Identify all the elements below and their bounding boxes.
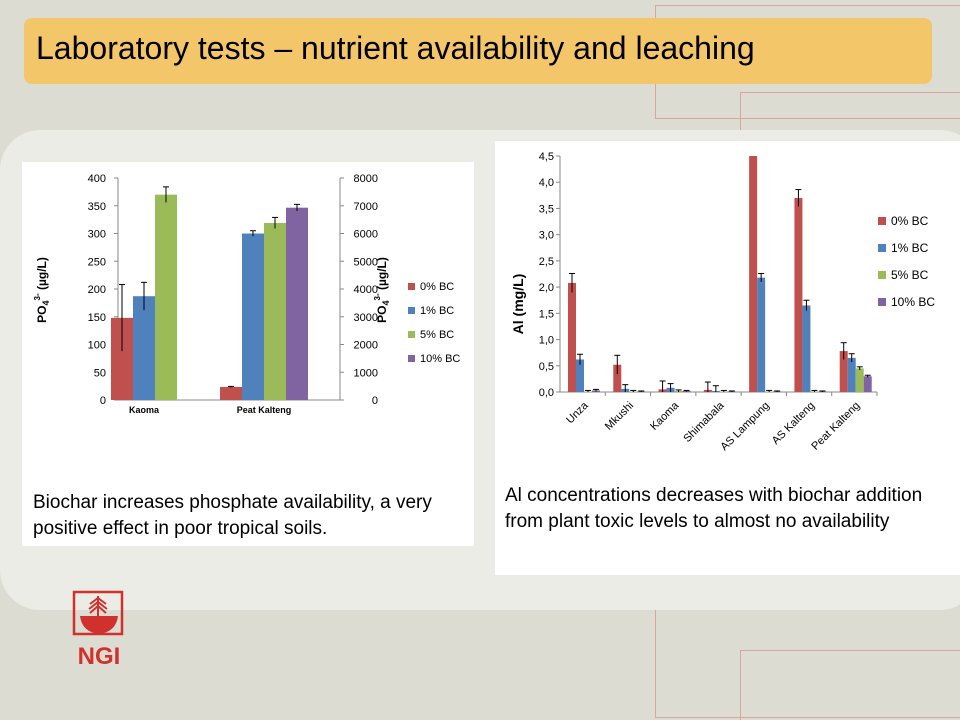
x-tick-label: Peat Kalteng: [237, 405, 292, 415]
x-tick-label: AS Kalteng: [770, 400, 817, 447]
bar: [749, 156, 758, 392]
y-tick-label: 2,0: [539, 282, 554, 294]
legend-label: 1% BC: [420, 305, 454, 317]
bar: [264, 222, 286, 400]
legend-swatch: [408, 307, 415, 314]
y-tick-label: 1,0: [539, 335, 554, 347]
x-tick-label: Kaoma: [648, 399, 682, 433]
legend-swatch: [878, 244, 886, 252]
right-tick-label: 0: [372, 395, 378, 407]
y-tick-label: 3,0: [539, 230, 554, 242]
logo-text: NGI: [78, 643, 121, 668]
x-tick-label: AS Lampung: [718, 400, 771, 453]
x-tick-label: Unza: [564, 399, 591, 426]
y-tick-label: 1,5: [539, 308, 554, 320]
bar: [576, 359, 584, 392]
right-tick-label: 3000: [354, 312, 378, 324]
bar: [220, 386, 242, 400]
bar: [133, 296, 155, 400]
right-tick-label: 6000: [354, 229, 378, 241]
legend-label: 0% BC: [420, 281, 454, 293]
decorative-frame-bottom-inner: [740, 650, 960, 720]
right-tick-label: 1000: [354, 367, 378, 379]
left-tick-label: 0: [100, 395, 106, 407]
bar: [794, 197, 803, 392]
bar: [568, 282, 576, 392]
bar: [111, 317, 133, 400]
legend-label: 1% BC: [891, 241, 929, 255]
left-tick-label: 400: [88, 173, 106, 185]
left-tick-label: 150: [88, 312, 106, 324]
left-tick-label: 300: [88, 229, 106, 241]
y-tick-label: 0,0: [539, 387, 554, 399]
aluminium-panel: 0,0 0,5 1,0 1,5 2,0 2,5 3,0 3,5 4,0 4,5 Al (mg/L) U…: [495, 141, 960, 575]
bar: [839, 351, 848, 392]
legend-swatch: [878, 298, 886, 306]
bar: [155, 194, 177, 400]
phosphate-caption: Biochar increases phosphate availability…: [33, 492, 432, 539]
x-tick-label: Peat Kalteng: [809, 400, 862, 453]
left-tick-label: 200: [88, 284, 106, 296]
y-tick-label: 2,5: [539, 256, 554, 268]
phosphate-panel: 0 50 100 150 200 250 300 350 400 0 1000 2000 3000 400…: [22, 162, 474, 546]
title-bar: Laboratory tests – nutrient availability…: [24, 18, 932, 84]
legend-swatch: [408, 331, 415, 338]
legend-label: 10% BC: [891, 295, 935, 309]
x-tick-label: Mkushi: [603, 400, 636, 433]
phosphate-chart: 0501001502002503003504000100020003000400…: [33, 173, 460, 415]
legend-swatch: [878, 271, 886, 279]
y-tick-label: 0,5: [539, 361, 554, 373]
bar: [613, 364, 622, 392]
legend-swatch: [408, 283, 415, 290]
bar: [855, 368, 864, 392]
bar: [286, 207, 308, 400]
bar: [242, 233, 264, 400]
left-tick-label: 250: [88, 256, 106, 268]
right-tick-label: 4000: [354, 284, 378, 296]
right-tick-label: 7000: [354, 201, 378, 213]
legend-swatch: [878, 217, 886, 225]
legend-label: 5% BC: [891, 268, 929, 282]
ngi-logo: NGI: [72, 590, 124, 668]
x-tick-label: Kaoma: [129, 405, 160, 415]
left-tick-label: 50: [94, 367, 106, 379]
legend-label: 0% BC: [891, 214, 929, 228]
left-tick-label: 100: [88, 340, 106, 352]
y-axis-title: Al (mg/L): [510, 274, 526, 335]
right-y-axis-title: PO43- (µg/L): [373, 257, 391, 323]
right-tick-label: 8000: [354, 173, 378, 185]
aluminium-caption: Al concentrations decreases with biochar…: [505, 485, 923, 532]
legend-label: 10% BC: [420, 353, 460, 365]
right-tick-label: 2000: [354, 340, 378, 352]
slide-title: Laboratory tests – nutrient availability…: [36, 30, 755, 66]
bar: [757, 277, 766, 392]
bar: [802, 305, 811, 392]
legend-swatch: [408, 355, 415, 362]
left-y-axis-title: PO43- (µg/L): [33, 257, 51, 323]
left-tick-label: 350: [88, 201, 106, 213]
y-tick-label: 4,5: [539, 151, 554, 163]
y-tick-label: 4,0: [539, 177, 554, 189]
right-tick-label: 5000: [354, 256, 378, 268]
bar: [863, 376, 872, 392]
legend-label: 5% BC: [420, 329, 454, 341]
bar: [847, 357, 856, 392]
aluminium-chart: 0,0 0,5 1,0 1,5 2,0 2,5 3,0 3,5 4,0 4,5 Al (mg/L) U…: [510, 151, 935, 453]
y-tick-label: 3,5: [539, 203, 554, 215]
x-tick-label: Shimabala: [681, 399, 727, 445]
